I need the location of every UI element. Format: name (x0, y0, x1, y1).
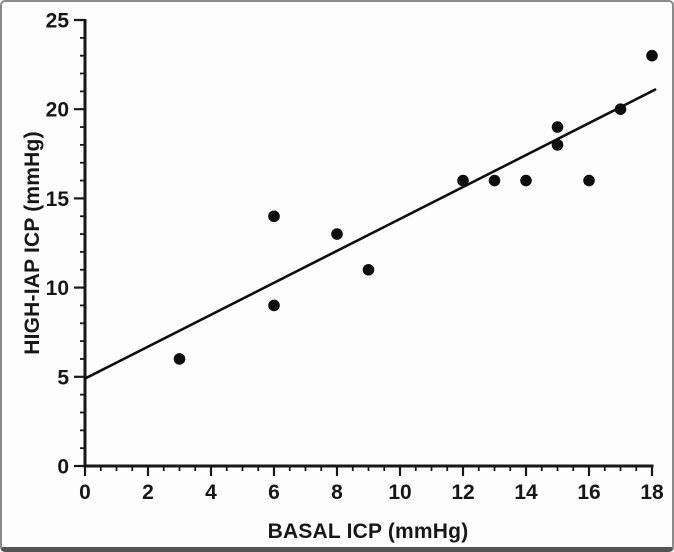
data-point (520, 174, 532, 187)
data-point (583, 174, 595, 187)
x-tick-label: 18 (640, 481, 664, 504)
regression-line (83, 88, 657, 380)
y-tick-label: 5 (57, 366, 69, 389)
y-tick-label: 20 (46, 99, 69, 122)
y-tick-label: 25 (46, 10, 70, 33)
data-point (331, 228, 343, 240)
data-point (614, 103, 627, 115)
x-tick-label: 16 (577, 481, 600, 504)
y-tick-label: 10 (46, 277, 69, 300)
data-point (362, 263, 375, 276)
y-tick-label: 0 (57, 456, 69, 479)
data-point (551, 121, 564, 133)
data-point (457, 174, 469, 187)
x-tick-label: 10 (388, 481, 411, 504)
x-tick-label: 4 (205, 481, 217, 504)
y-axis-title: HIGH-IAP ICP (mmHg) (21, 131, 44, 355)
x-tick-label: 2 (142, 481, 154, 504)
y-tick-label: 15 (46, 188, 70, 211)
data-point (268, 210, 280, 223)
data-point (551, 139, 564, 151)
x-axis-title: BASAL ICP (mmHg) (267, 520, 469, 543)
x-tick-label: 14 (514, 481, 538, 504)
x-tick-label: 0 (79, 481, 91, 504)
data-point (646, 49, 658, 62)
data-point (173, 353, 186, 365)
x-tick-label: 8 (331, 481, 343, 504)
x-tick-label: 12 (451, 481, 474, 504)
data-point (488, 174, 501, 187)
x-tick-label: 6 (268, 481, 280, 504)
data-point (268, 299, 280, 312)
